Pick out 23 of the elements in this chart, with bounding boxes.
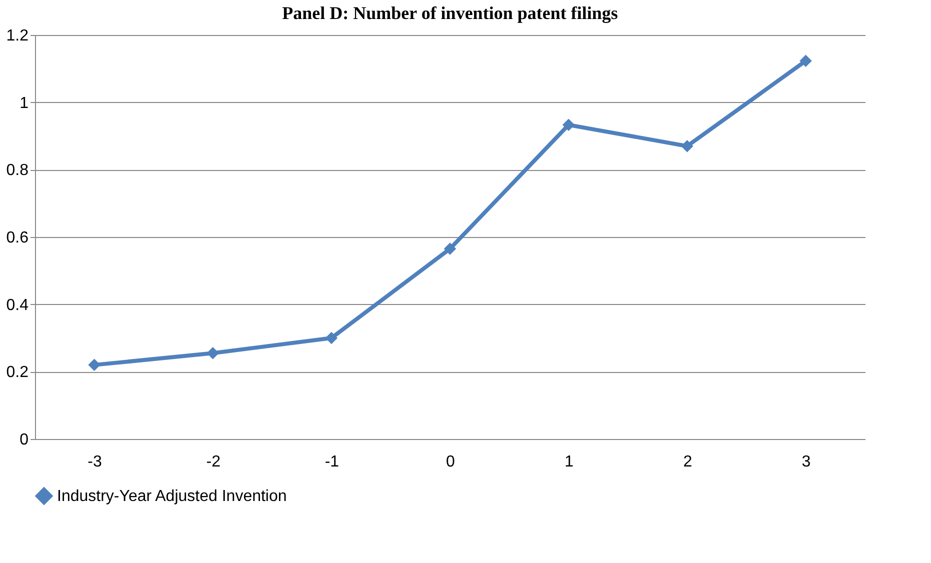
y-tick-label: 1.2 <box>6 28 29 44</box>
point <box>325 332 338 344</box>
point <box>800 54 812 68</box>
x-tick-label: 0 <box>446 454 456 470</box>
x-tick-label: -3 <box>88 454 102 470</box>
legend-label: Industry-Year Adjusted Invention <box>57 488 287 505</box>
x-tick-label: -2 <box>206 454 221 470</box>
y-tick-label: 0.6 <box>6 230 29 246</box>
x-tick-label: -1 <box>324 454 340 470</box>
y-tick-label: 0.8 <box>6 162 29 180</box>
point <box>88 358 100 372</box>
x-tick-label: 2 <box>683 454 692 470</box>
y-tick-label: 0.2 <box>6 364 29 382</box>
point <box>206 347 219 360</box>
y-tick-label: 1 <box>20 94 29 112</box>
y-tick-label: 0.4 <box>6 296 29 314</box>
y-tick-label: 0 <box>20 432 29 448</box>
chart-title: Panel D: Number of invention patent filings <box>282 3 618 23</box>
point <box>681 140 694 152</box>
point <box>444 242 456 255</box>
point <box>562 118 575 132</box>
x-tick-label: 3 <box>802 454 811 470</box>
x-tick-label: 1 <box>564 454 574 470</box>
